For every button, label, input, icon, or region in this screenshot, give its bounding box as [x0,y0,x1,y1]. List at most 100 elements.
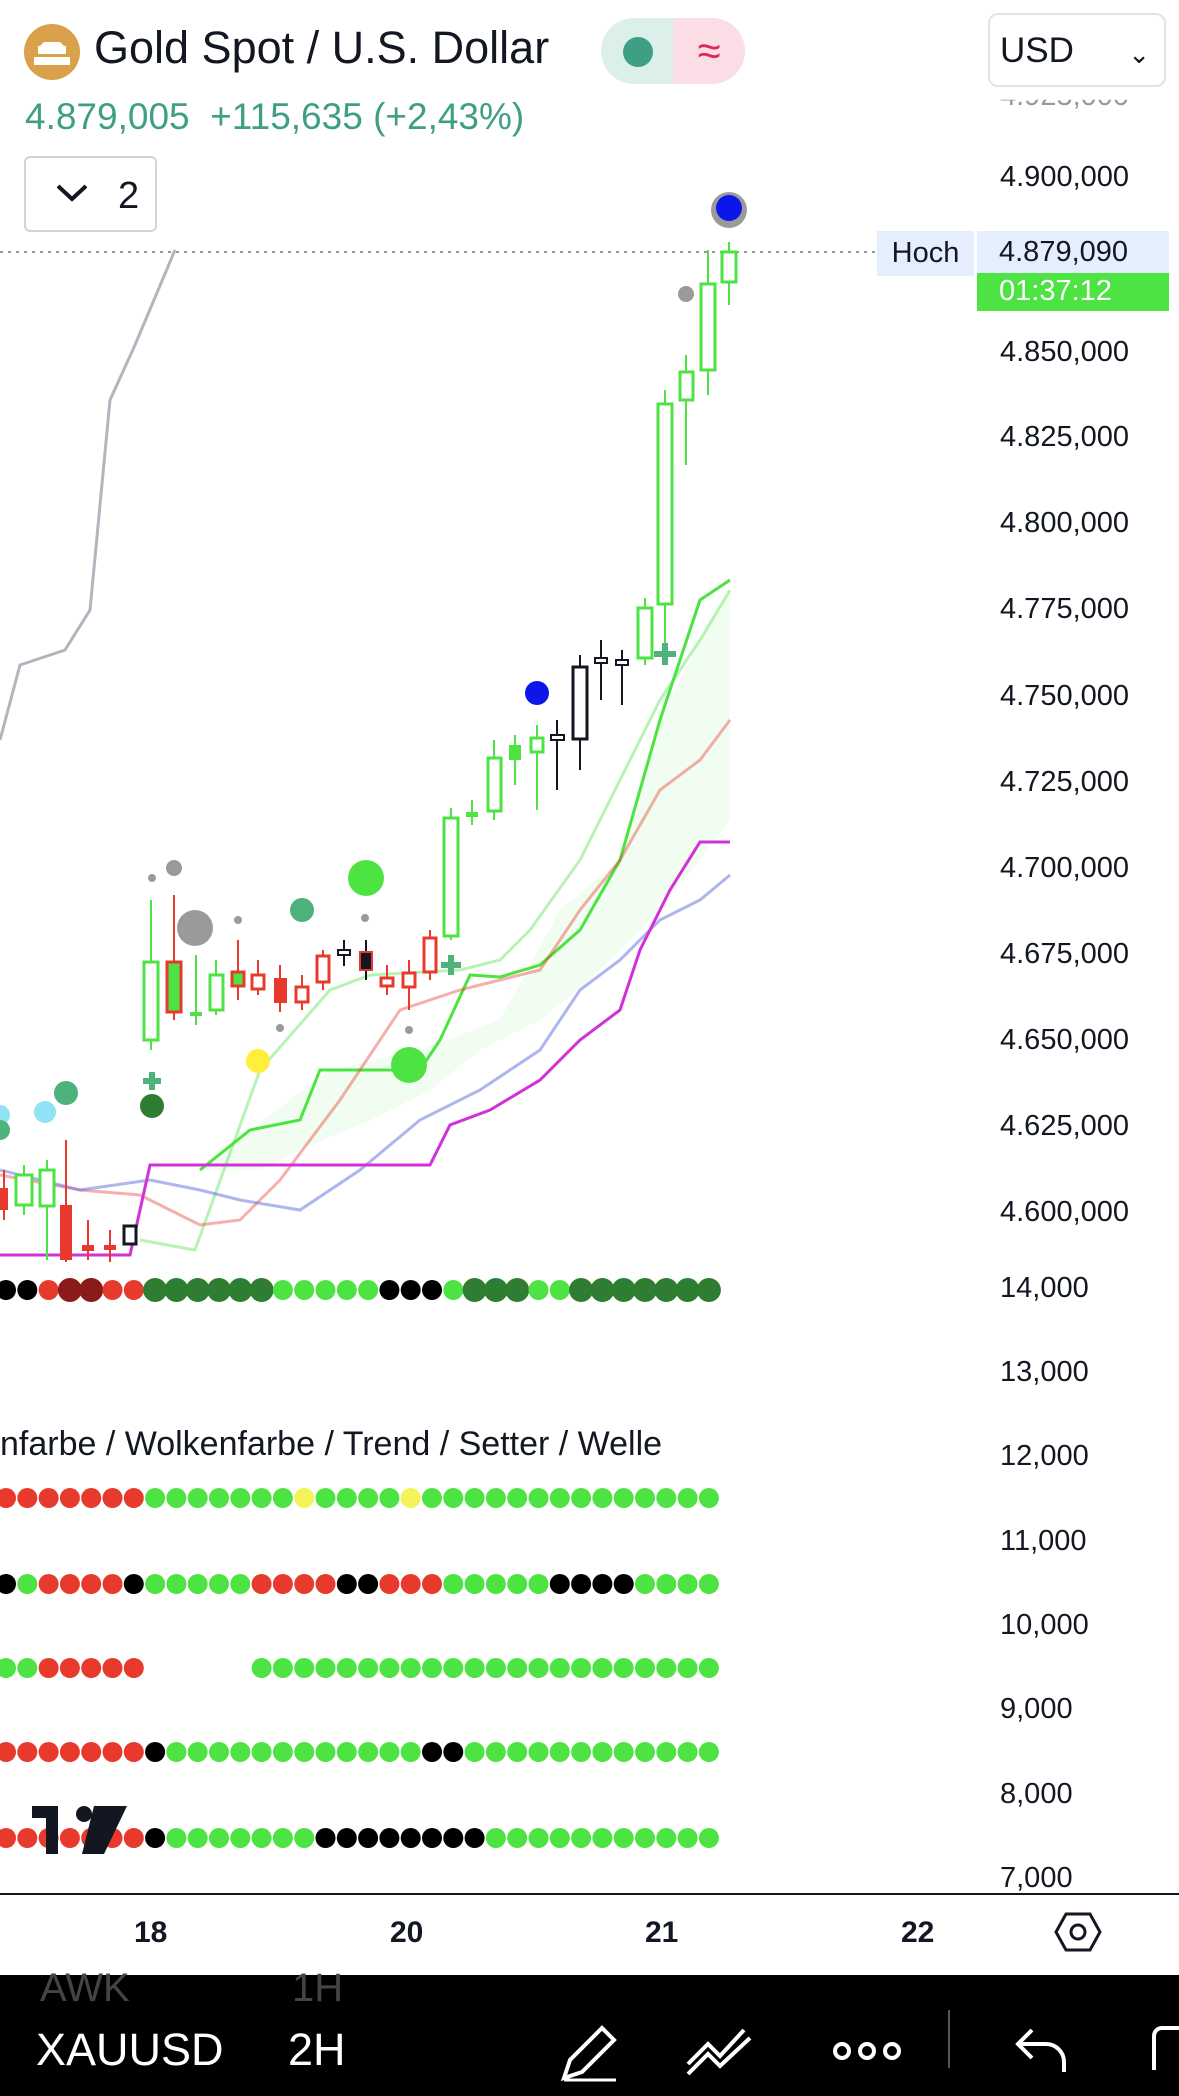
indicator-dot [230,1488,251,1508]
market-status-pill[interactable]: ≈ [601,18,745,84]
indicator-dot [400,1280,421,1300]
indicator-dot [0,1658,16,1678]
indicator-dot [251,1574,272,1594]
indicator-axis-label: 10,000 [1000,1609,1089,1641]
indicator-dot [230,1574,251,1594]
indicator-dot [38,1488,59,1508]
indicator-dot [483,1278,508,1302]
indicator-dot [611,1278,636,1302]
time-axis-label: 20 [390,1916,424,1949]
indicator-dot [485,1828,506,1848]
indicator-dot [315,1574,336,1594]
indicator-dot [143,1278,168,1302]
previous-symbol: AWK [40,1966,130,2010]
indicator-dot [464,1742,485,1762]
price-chart[interactable] [0,0,1179,1893]
indicator-dot [400,1488,421,1508]
indicator-dot [422,1574,442,1594]
indicator-dot [336,1658,357,1678]
indicator-dot [590,1278,615,1302]
pen-icon[interactable] [556,2020,622,2091]
indicator-dot [0,1488,16,1508]
indicator-dot [166,1742,187,1762]
indicator-dot [358,1828,379,1848]
indicator-dot [272,1488,293,1508]
currency-select[interactable]: USD ⌄ [988,13,1166,87]
fullscreen-icon[interactable] [1148,2020,1179,2085]
symbol-button[interactable]: XAUUSD [36,2024,224,2075]
price-axis-label: 4.625,000 [1000,1110,1130,1142]
indicator-dot [613,1828,634,1848]
indicator-dot [613,1742,634,1762]
indicator-dot [315,1280,336,1300]
indicator-dot [635,1488,655,1508]
indicator-dot [102,1488,123,1508]
indicator-dot [123,1742,144,1762]
indicator-dot [422,1488,442,1508]
indicator-dot [592,1658,613,1678]
indicator-collapse-button[interactable]: 2 [24,156,157,232]
indicator-dot [528,1280,549,1300]
price-axis-label: 4.925,000 [1000,80,1130,112]
indicator-dot [336,1828,357,1848]
indicator-dot [422,1828,442,1848]
indicator-dot [443,1574,464,1594]
indicator-dot [485,1488,506,1508]
indicator-dot [294,1828,315,1848]
indicator-dot [549,1574,570,1594]
indicator-dot [57,1278,82,1302]
indicator-dot [145,1742,166,1762]
indicator-dot [272,1828,293,1848]
current-price-tag: 4.879,090 01:37:12 [977,231,1169,311]
indicator-dot [59,1828,80,1848]
time-axis-line [0,1893,1179,1895]
indicator-dot [485,1574,506,1594]
price-axis-label: 4.850,000 [1000,336,1130,368]
indicator-dot [698,1742,719,1762]
indicator-dot [81,1488,102,1508]
indicator-dot [294,1488,315,1508]
indicator-dot [400,1742,421,1762]
magenta-line [0,840,730,1257]
indicator-dot [17,1658,38,1678]
indicator-dot [633,1278,657,1302]
indicator-dot [336,1574,357,1594]
indicator-dot [528,1658,549,1678]
indicator-axis-label: 8,000 [1000,1778,1073,1810]
ichimoku-cloud [200,590,730,1170]
indicator-dot [677,1658,698,1678]
price-axis-label: 4.775,000 [1000,593,1130,625]
undo-icon[interactable] [1012,2020,1072,2085]
price-axis-label: 4.700,000 [1000,852,1130,884]
indicator-dot [315,1488,336,1508]
interval-button[interactable]: 2H [288,2024,346,2075]
indicator-dot [209,1574,229,1594]
indicator-dot [507,1658,528,1678]
price-axis-label: 4.800,000 [1000,507,1130,539]
chevron-down-icon: ⌄ [1128,39,1150,69]
indicator-dot [635,1828,655,1848]
indicator-dot [123,1488,144,1508]
indicator-dot [294,1280,315,1300]
indicator-dot [315,1742,336,1762]
indicator-dot [592,1742,613,1762]
price-axis-label: 4.675,000 [1000,938,1130,970]
symbol-title[interactable]: Gold Spot / U.S. Dollar [94,22,550,73]
more-options-icon[interactable] [832,2036,902,2071]
previous-interval: 1H [292,1966,344,2010]
indicator-dot [549,1488,570,1508]
indicator-dot [677,1488,698,1508]
indicator-dot [81,1574,102,1594]
indicator-dot [123,1828,144,1848]
indicator-axis-label: 9,000 [1000,1693,1073,1725]
indicators-icon[interactable] [684,2020,756,2085]
indicator-dot [443,1280,464,1300]
high-label: Hoch [877,231,974,276]
indicator-dot [272,1742,293,1762]
settings-icon[interactable] [1054,1908,1102,1961]
indicator-dot [251,1488,272,1508]
indicator-dot [379,1658,400,1678]
indicator-dot [462,1278,487,1302]
indicator-dot [38,1658,59,1678]
indicator-dot [675,1278,700,1302]
